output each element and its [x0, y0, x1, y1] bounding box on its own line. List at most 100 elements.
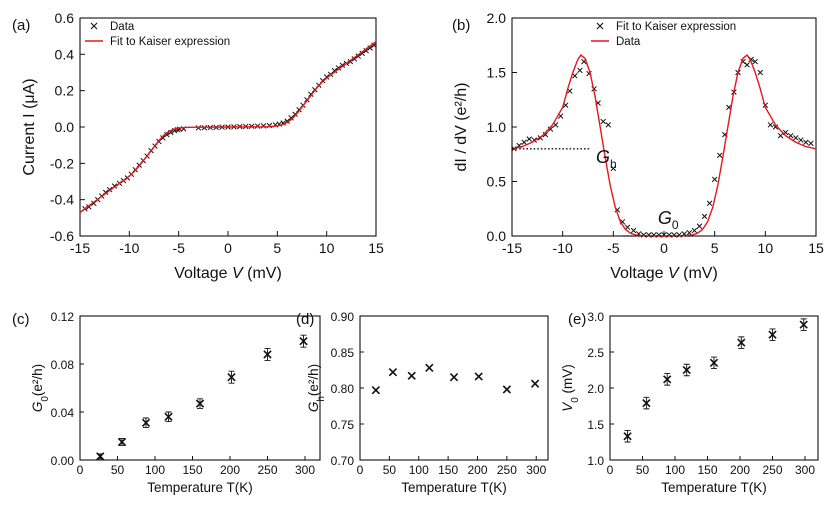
- x-tick-label: 10: [319, 240, 335, 256]
- data-point: [799, 320, 808, 329]
- y-axis-label-symbol: V: [560, 401, 575, 412]
- data-point: [195, 399, 205, 408]
- data-point: [164, 131, 170, 138]
- y-tick-label: -0.6: [50, 228, 74, 244]
- x-tick-label: 50: [636, 463, 650, 477]
- y-tick-label: 0.5: [487, 174, 507, 190]
- x-axis-label-unit: (mV): [243, 265, 282, 282]
- x-axis-label-text: Temperature T(K): [661, 480, 767, 495]
- y-tick-label: 0.4: [55, 46, 75, 62]
- x-tick-label: 0: [224, 240, 232, 256]
- x-tick-label: -10: [553, 240, 573, 256]
- x-axis-label: Temperature T(K): [401, 480, 507, 495]
- x-axis-label-text: Temperature T(K): [147, 480, 253, 495]
- data-point: [502, 385, 512, 394]
- x-axis-label-text: Voltage: [610, 265, 668, 282]
- data-point: [530, 379, 540, 388]
- y-axis-label-subscript: 0: [570, 397, 581, 403]
- data-point: [117, 437, 127, 447]
- x-axis-label: Voltage V (mV): [174, 265, 282, 282]
- x-tick-label: 250: [497, 463, 517, 477]
- x-axis-label: Temperature T(K): [147, 480, 253, 495]
- y-tick-label: 0.00: [51, 454, 75, 468]
- x-tick-label: 5: [273, 240, 281, 256]
- data-point: [164, 412, 173, 421]
- y-tick-label: 2.0: [587, 382, 604, 396]
- data-point: [623, 432, 632, 441]
- x-tick-label: 200: [730, 463, 750, 477]
- x-tick-label: -5: [172, 240, 185, 256]
- y-tick-label: 0.90: [331, 310, 355, 324]
- data-point: [299, 337, 308, 346]
- panel-c: (c) 0 50 100 150 200 250 300 0.00 0.04 0.08 0.12 Tem…: [12, 310, 321, 495]
- plot-frame: [359, 315, 549, 461]
- data-point: [605, 122, 612, 128]
- y-tick-label: 1.0: [587, 454, 604, 468]
- gh-annotation: Gh: [596, 147, 617, 171]
- data-point: [808, 140, 814, 147]
- data-point: [711, 176, 718, 183]
- data-point: [696, 223, 703, 229]
- data-point: [737, 338, 746, 347]
- y-axis-label: Current I (μA): [21, 78, 38, 175]
- data-point: [768, 330, 777, 339]
- x-tick-label: 15: [808, 240, 824, 256]
- legend-entry: Data: [616, 36, 641, 48]
- x-tick-label: 100: [409, 463, 429, 477]
- data-point: [767, 122, 774, 128]
- x-tick-label: 150: [438, 463, 458, 477]
- data-point: [331, 67, 338, 74]
- y-tick-label: 0.08: [51, 358, 75, 372]
- y-axis-label-subscript: h: [316, 396, 327, 402]
- data-point: [682, 365, 691, 375]
- y-tick-label: 0.85: [331, 346, 355, 360]
- plot-frame: [609, 315, 819, 461]
- y-tick-label: 0.80: [331, 382, 355, 396]
- data-point: [798, 137, 804, 143]
- y-tick-label: 0.0: [55, 119, 75, 135]
- data-point: [526, 136, 532, 142]
- x-tick-label: 150: [697, 463, 717, 477]
- data-point: [363, 47, 369, 54]
- data-point: [757, 69, 764, 76]
- legend-entry: Fit to Kaiser expression: [110, 36, 230, 48]
- data-point: [792, 135, 799, 141]
- data-point: [600, 118, 606, 125]
- y-axis-label-symbol: G: [30, 402, 45, 413]
- x-axis-label-var: V: [668, 265, 680, 282]
- data-point: [542, 131, 549, 138]
- gh-subscript: h: [610, 157, 617, 171]
- legend-marker-swatch: [90, 22, 98, 30]
- x-tick-label: 200: [467, 463, 487, 477]
- data-point: [701, 213, 708, 220]
- y-tick-label: -0.2: [50, 155, 74, 171]
- x-tick-label: 5: [711, 240, 719, 256]
- x-axis-label-text: Voltage: [174, 265, 232, 282]
- y-axis-label-unit: (e²/h): [30, 364, 45, 396]
- data-point: [521, 139, 527, 146]
- y-tick-label: 1.5: [487, 65, 507, 81]
- gh-symbol: G: [596, 147, 610, 167]
- y-tick-label: 2.5: [587, 346, 604, 360]
- y-axis-label-subscript: 0: [40, 396, 51, 402]
- data-point: [803, 139, 809, 146]
- panel-label: (d): [296, 311, 314, 328]
- y-axis-label: dI / dV (e²/h): [453, 83, 470, 172]
- data-point: [686, 229, 693, 236]
- data-point: [572, 73, 578, 79]
- x-tick-label: 50: [383, 463, 397, 477]
- legend-marker-swatch: [596, 22, 604, 30]
- y-tick-label: 0.04: [51, 406, 75, 420]
- data-point: [610, 165, 617, 172]
- plot-frame: [79, 315, 321, 461]
- data-point: [577, 67, 583, 74]
- x-tick-label: -5: [607, 240, 620, 256]
- data-point: [96, 452, 105, 461]
- panel-b: (b) -15 -10 -5 0 5 10 15 0.0 0.5 1.0 1.5 2.0 Voltage …: [452, 10, 824, 282]
- data-point: [449, 373, 459, 382]
- x-tick-label: 0: [77, 463, 84, 477]
- data-point: [141, 418, 151, 427]
- data-point: [777, 132, 784, 139]
- panel-d: (d) 0 50 100 150 200 250 300 0.70 0.75 0.80 0.85 0.9…: [296, 310, 549, 495]
